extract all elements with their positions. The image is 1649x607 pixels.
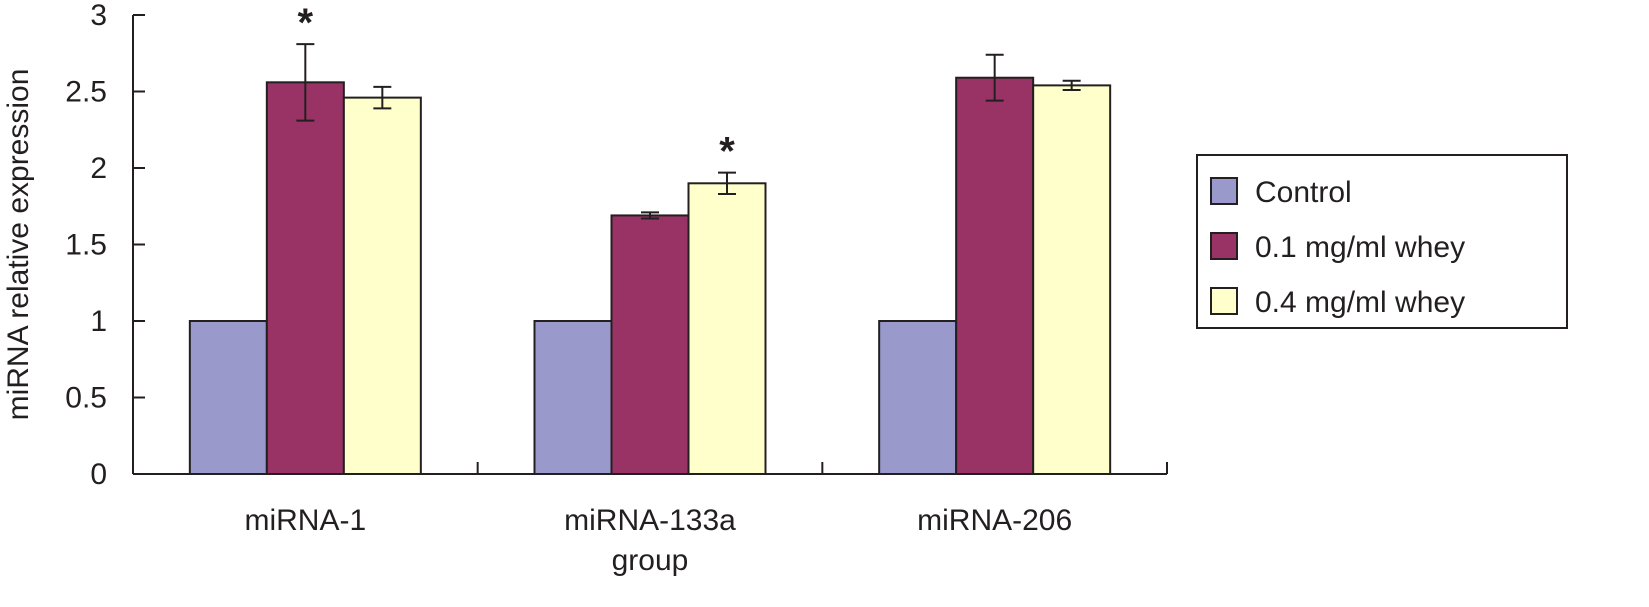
bar-1-1 [188,320,268,475]
legend-box [1196,154,1568,329]
bar-3-3 [1032,84,1112,475]
legend-label-1: Control [1255,176,1352,209]
y-tick-label-2: 0.5 [65,382,107,415]
bar-2-3 [955,76,1035,475]
y-tick-label-6: 2.5 [65,76,107,109]
y-tick-label-3: 1 [90,305,107,338]
legend-label-3: 0.4 mg/ml whey [1255,286,1465,319]
y-tick-label-1: 0 [90,458,107,491]
y-tick-label-4: 1.5 [65,229,107,262]
bar-3-1 [342,96,422,476]
axes-layer: 0 0.5 1 1.5 2 2.5 3 [65,0,1168,491]
legend-swatch-1 [1210,177,1238,205]
y-axis-label: miRNA relative expression [2,69,35,421]
category-label-2: miRNA-133a [564,504,736,537]
bar-2-1 [265,81,345,475]
bars-layer [188,76,1112,476]
bar-2-2 [610,214,690,475]
significance-marker-1: * [298,1,314,45]
legend-swatch-3 [1210,287,1238,315]
y-tick-label-7: 3 [90,0,107,32]
x-axis-label: group [612,544,689,577]
legend-swatch-2 [1210,232,1238,260]
category-label-1: miRNA-1 [244,504,366,537]
labels-layer: miRNA-1 miRNA-133a miRNA-206 group * * miRNA r… [2,1,1072,577]
legend: Control 0.1 mg/ml whey 0.4 mg/ml whey [1196,154,1568,329]
y-tick-label-5: 2 [90,152,107,185]
bar-1-3 [878,320,958,475]
significance-marker-2: * [719,130,735,174]
bar-3-2 [687,182,767,476]
bar-1-2 [533,320,613,475]
category-label-3: miRNA-206 [917,504,1072,537]
error-bars-layer [296,43,1081,220]
legend-label-2: 0.1 mg/ml whey [1255,231,1465,264]
